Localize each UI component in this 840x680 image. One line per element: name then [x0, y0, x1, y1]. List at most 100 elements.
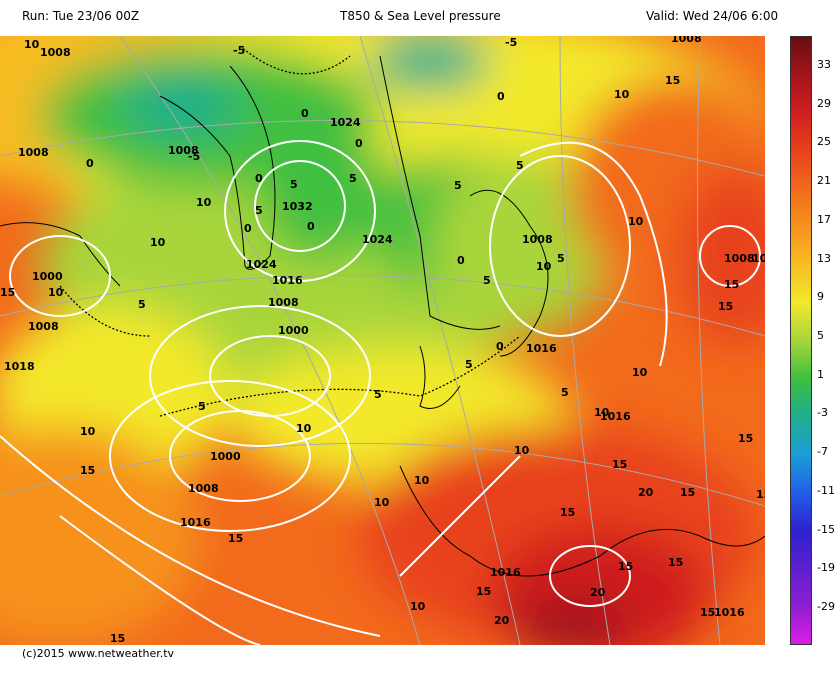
isotherm-label: 15: [110, 632, 125, 645]
isotherm-label: 20: [494, 614, 510, 627]
isotherm-label: 10: [80, 425, 96, 438]
isotherm-label: 15: [80, 464, 95, 477]
scale-tick-label: 13: [817, 251, 831, 265]
isotherm-label: 0: [457, 254, 465, 267]
isobar-label: 1008: [28, 320, 59, 333]
isotherm-label: 0: [301, 107, 309, 120]
isotherm-label: -5: [233, 44, 245, 57]
scale-tick-label: 33: [817, 58, 831, 71]
scale-tick-label: 5: [817, 329, 824, 342]
isotherm-label: 15: [718, 300, 733, 313]
isotherm-label: -5: [188, 150, 200, 163]
scale-tick-label: -7: [817, 445, 828, 459]
isotherm-label: 20: [638, 486, 654, 499]
scale-tick-label: 29: [817, 96, 831, 110]
isobar-label: 1008: [18, 146, 49, 159]
isotherm-label: 0: [255, 172, 263, 185]
isotherm-label: 10: [24, 38, 40, 51]
scale-tick-label: 25: [817, 135, 831, 149]
isotherm-label: 10: [196, 196, 212, 209]
isotherm-label: 10: [410, 600, 426, 613]
isotherm-label: 5: [374, 388, 382, 401]
isobar-label: 1032: [282, 200, 313, 213]
isotherm-label: 10: [150, 236, 166, 249]
weather-map: 1008 1024 1032 1024 1016 1008 1000 1024 …: [0, 36, 765, 645]
scale-tick-label: -3: [817, 406, 828, 420]
temperature-field: [0, 36, 765, 645]
isobar-label: 1016: [600, 410, 631, 423]
isotherm-label: 10: [628, 215, 644, 228]
scale-tick-label: 9: [817, 290, 824, 304]
isotherm-label: 5: [465, 358, 473, 371]
isobar-label: 1016: [272, 274, 303, 287]
isobar-label: 1008: [188, 482, 219, 495]
isotherm-label: 5: [483, 274, 491, 287]
isobar-label: 1018: [4, 360, 35, 373]
isobar-label: 1000: [210, 450, 241, 463]
temperature-color-scale: [790, 36, 812, 645]
isotherm-label: 10: [374, 496, 390, 509]
isotherm-label: 15: [756, 488, 765, 501]
isobar-label: 1008: [671, 36, 702, 45]
isotherm-5-contours: [59, 45, 521, 417]
isotherm-label: 0: [496, 340, 504, 353]
isotherm-label: 10: [414, 474, 430, 487]
isobar-label: 1016: [180, 516, 211, 529]
isobar-label: 1008: [268, 296, 299, 309]
contour-labels: 1008 1024 1032 1024 1016 1008 1000 1024 …: [0, 36, 765, 645]
isotherm-label: 5: [198, 400, 206, 413]
isotherm-label: 10: [632, 366, 648, 379]
isobar-label: 1008: [40, 46, 71, 59]
coastlines: [0, 55, 765, 577]
isobar-label: 1024: [330, 116, 361, 129]
isotherm-label: 5: [290, 178, 298, 191]
scale-tick-label: -15: [817, 522, 835, 536]
isotherm-label: 15: [0, 286, 15, 299]
isotherm-label: 10: [536, 260, 552, 273]
isotherm-label: 15: [680, 486, 695, 499]
isotherm-label: 10: [514, 444, 530, 457]
isotherm-label: 5: [454, 179, 462, 192]
isotherm-label: 15: [618, 560, 633, 573]
isotherm-label: 5: [349, 172, 357, 185]
isotherm-label: 10: [594, 406, 610, 419]
chart-title: T850 & Sea Level pressure: [340, 9, 501, 23]
scale-tick-label: -11: [817, 483, 835, 497]
isotherm-label: 5: [255, 204, 263, 217]
isobar-label: 1016: [526, 342, 557, 355]
isotherm-label: 0: [307, 220, 315, 233]
scale-tick-label: 1: [817, 367, 824, 381]
isotherm-label: 15: [700, 606, 715, 619]
isobar-label: 1016: [714, 606, 745, 619]
valid-label: Valid: Wed 24/06 6:00: [646, 9, 779, 23]
isobar-label: 1024: [246, 258, 277, 271]
isotherm-label: 0: [355, 137, 363, 150]
isotherm-label: 20: [590, 586, 606, 599]
isotherm-label: 15: [724, 278, 739, 291]
scale-tick-label: 21: [817, 174, 831, 188]
isotherm-label: 15: [665, 74, 680, 87]
isobar-label: 1008: [522, 233, 553, 246]
isotherm-label: 10: [48, 286, 64, 299]
isotherm-label: 5: [138, 298, 146, 311]
isotherm-label: 15: [560, 506, 575, 519]
isotherm-label: 5: [557, 252, 565, 265]
isotherm-label: 15: [476, 585, 491, 598]
isotherm-label: 10: [296, 422, 312, 435]
copyright-footer: (c)2015 www.netweather.tv: [22, 647, 175, 660]
isobar-label: 1008: [168, 144, 199, 157]
scale-tick-label: -19: [817, 561, 835, 575]
isobar-label: 1016: [490, 566, 521, 579]
graticule: [0, 36, 765, 645]
isotherm-label: 10: [614, 88, 630, 101]
isobars: [0, 140, 761, 645]
isotherm-label: 5: [561, 386, 569, 399]
isotherm-label: -5: [505, 36, 517, 49]
isotherm-label: 15: [228, 532, 243, 545]
isotherm-label: 5: [516, 159, 524, 172]
isobar-label: 1024: [362, 233, 393, 246]
isotherm-label: 0: [497, 90, 505, 103]
isobar-label: 1020: [752, 252, 765, 265]
isotherm-label: 15: [738, 432, 753, 445]
isotherm-label: 15: [668, 556, 683, 569]
